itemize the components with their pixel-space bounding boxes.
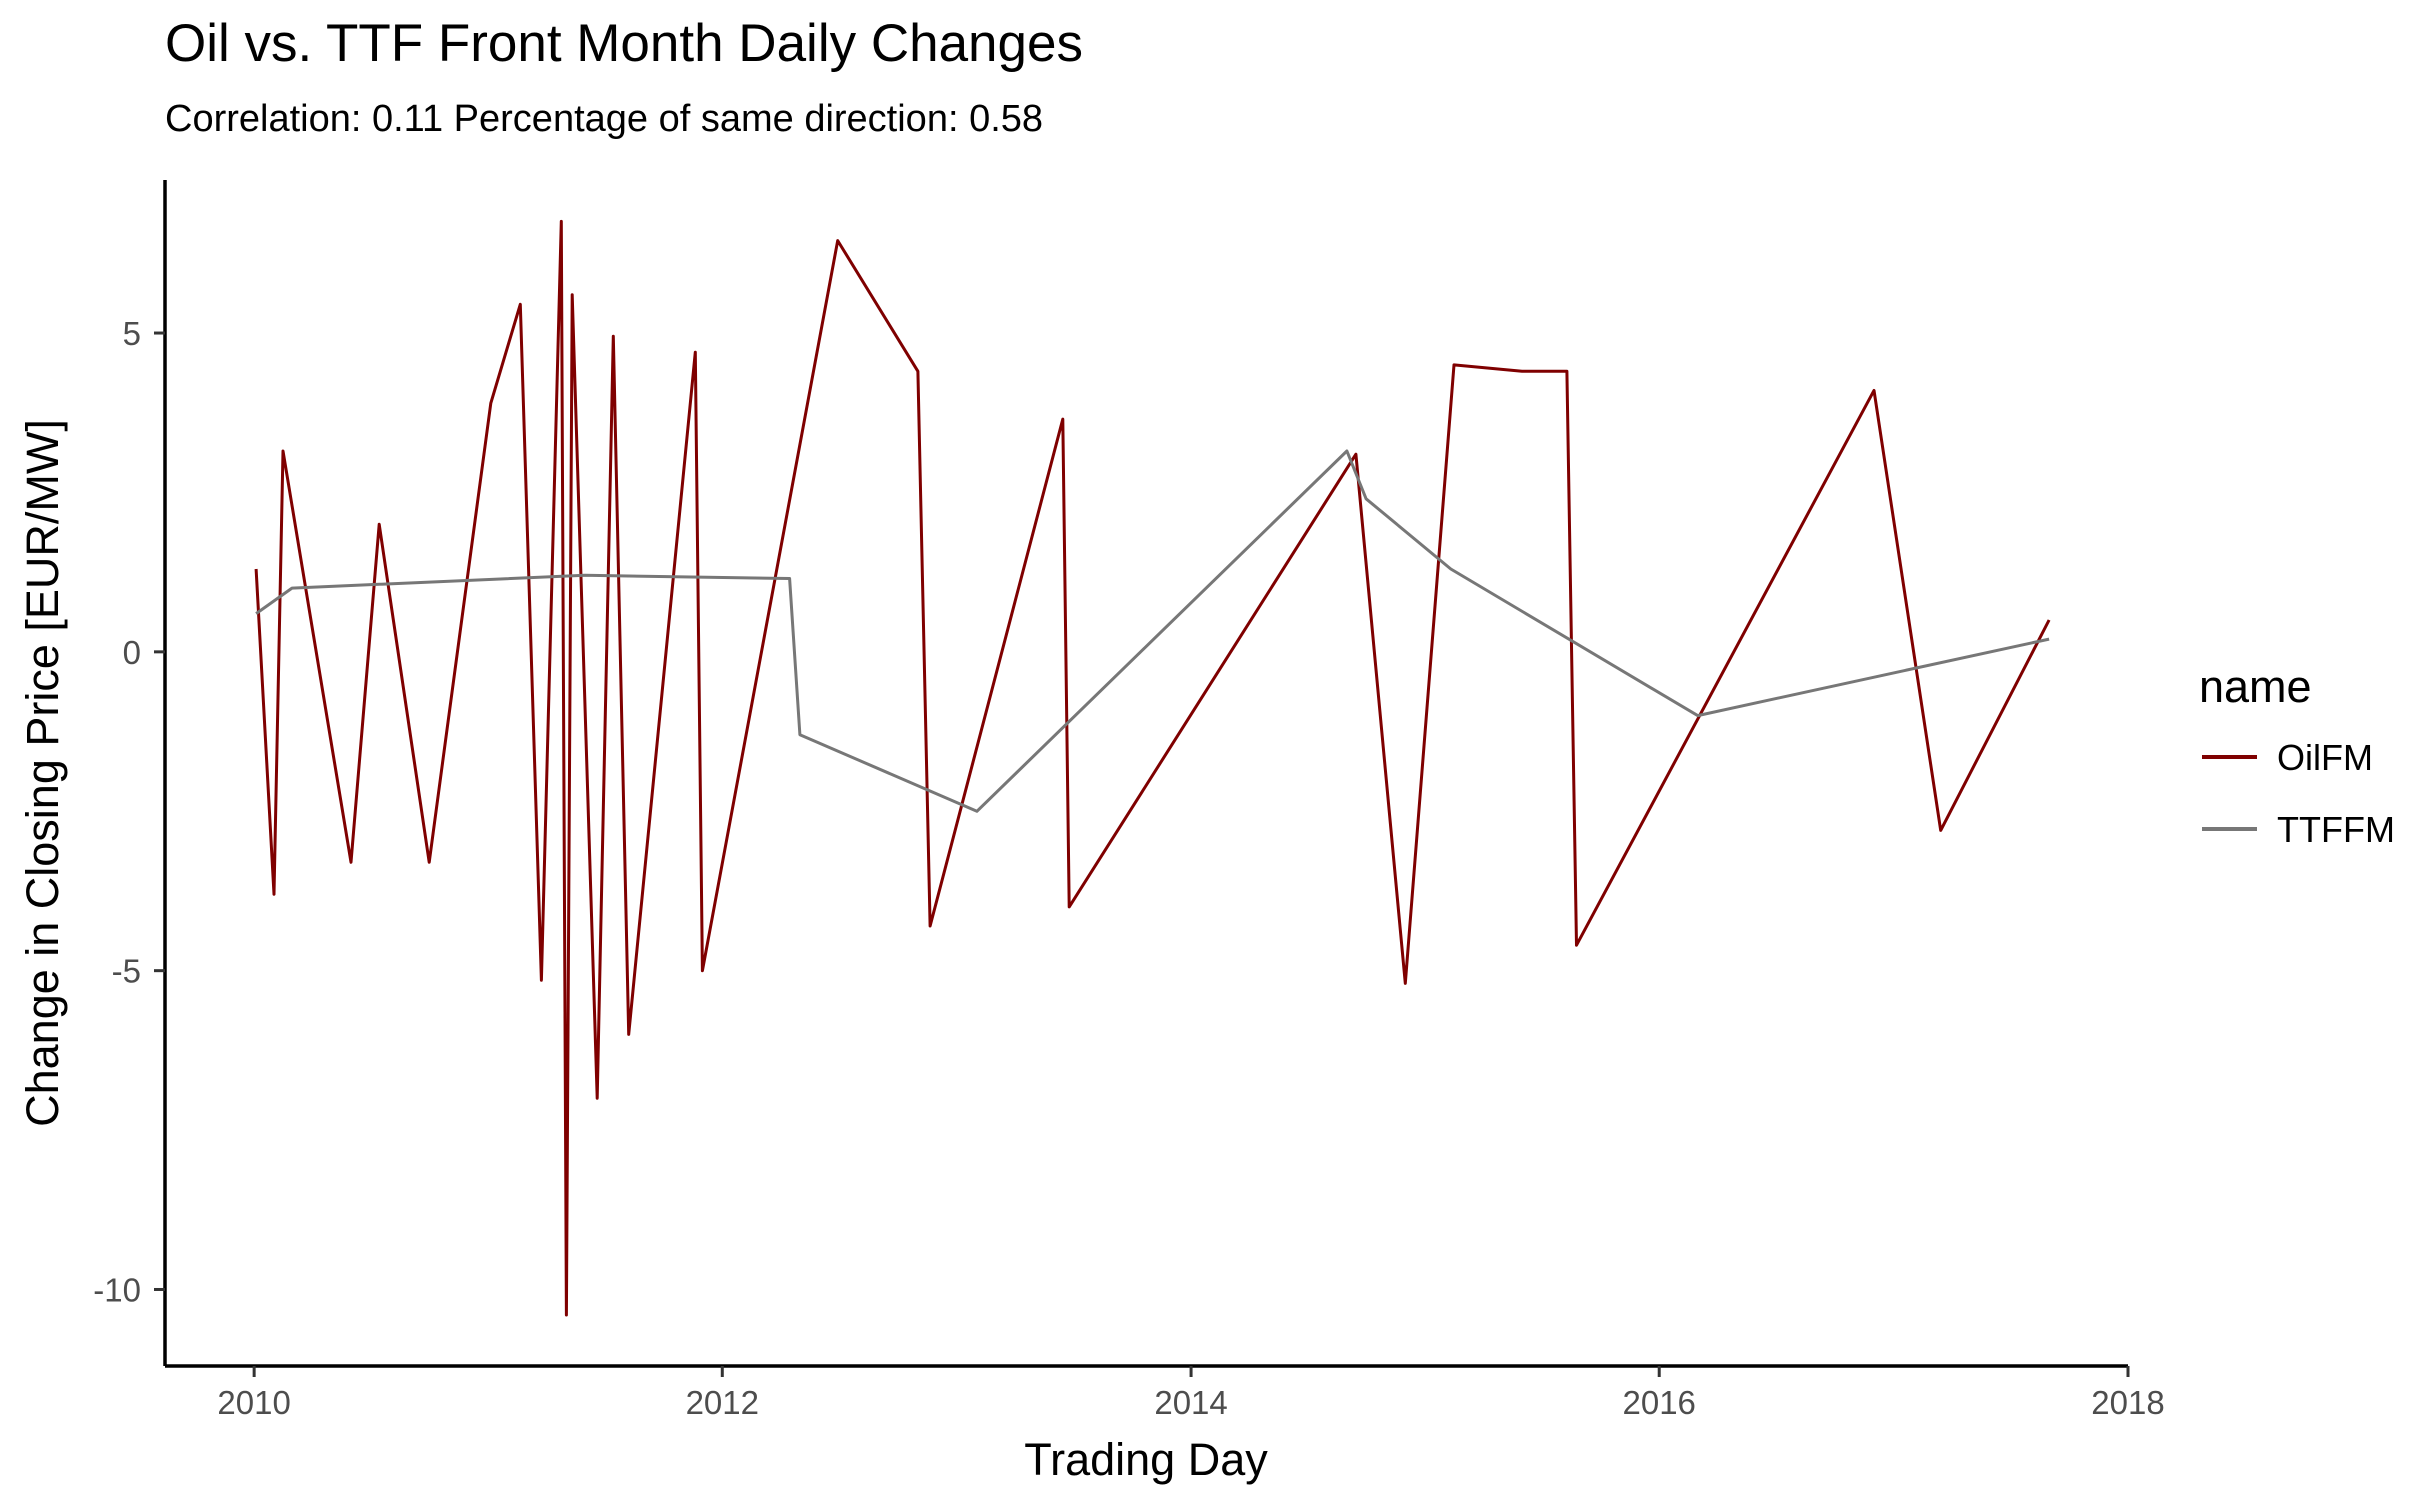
x-tick-label: 2016 bbox=[1623, 1384, 1696, 1421]
y-tick-label: 5 bbox=[123, 315, 141, 352]
x-tick-label: 2010 bbox=[217, 1384, 290, 1421]
y-axis-label: Change in Closing Price [EUR/MW] bbox=[17, 419, 68, 1127]
chart-title: Oil vs. TTF Front Month Daily Changes bbox=[165, 14, 1083, 73]
x-axis: 2010 2012 2014 2016 2018 bbox=[165, 1364, 2165, 1421]
series-layer bbox=[254, 219, 2051, 1317]
series-line-ttffm bbox=[255, 449, 2050, 813]
legend-label-oilfm: OilFM bbox=[2277, 737, 2373, 778]
legend: name OilFM TTFFM bbox=[2199, 661, 2395, 850]
x-tick-label: 2018 bbox=[2091, 1384, 2164, 1421]
chart-subtitle: Correlation: 0.11 Percentage of same dir… bbox=[165, 98, 1043, 140]
x-tick-label: 2012 bbox=[686, 1384, 759, 1421]
y-tick-label: -5 bbox=[112, 953, 141, 990]
plot-area: 2010 2012 2014 2016 2018 5 0 -5 -10 bbox=[93, 180, 2165, 1421]
legend-title: name bbox=[2199, 661, 2312, 712]
legend-label-ttffm: TTFFM bbox=[2277, 809, 2395, 850]
x-tick-label: 2014 bbox=[1154, 1384, 1227, 1421]
legend-items: OilFM TTFFM bbox=[2202, 737, 2395, 850]
y-tick-label: -10 bbox=[93, 1271, 141, 1308]
y-tick-label: 0 bbox=[123, 634, 141, 671]
x-axis-label: Trading Day bbox=[1024, 1434, 1268, 1485]
y-axis: 5 0 -5 -10 bbox=[93, 180, 167, 1366]
series-line-oilfm bbox=[254, 219, 2051, 1317]
